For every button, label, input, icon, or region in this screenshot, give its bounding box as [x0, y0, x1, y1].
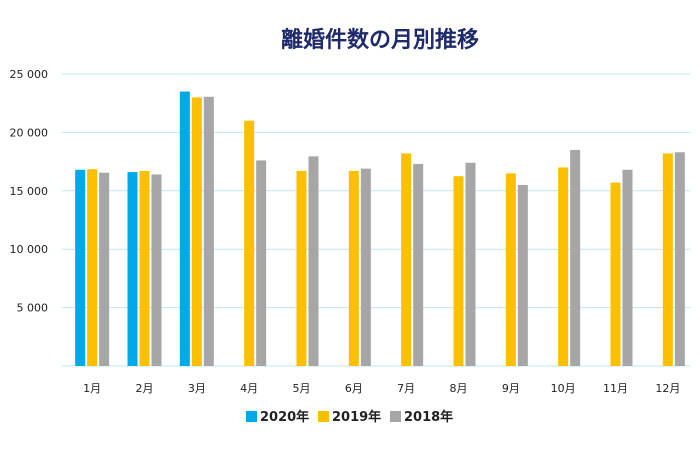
legend-swatch: [318, 411, 329, 422]
legend-label: 2018年: [404, 409, 453, 425]
bar-3-3: [203, 96, 214, 366]
legend-label: 2019年: [332, 409, 381, 425]
bar-2-9: [505, 173, 516, 366]
bar-2-1: [87, 169, 98, 366]
y-tick-label: 10 000: [10, 243, 49, 256]
y-tick-label: 20 000: [10, 126, 49, 139]
x-axis: 1月 2月 3月 4月 5月 6月 7月 8月 9月 10月 11月 12月: [83, 382, 680, 395]
x-tick-label: 11月: [603, 382, 628, 395]
bar-3-5: [308, 156, 319, 366]
bar-2-2: [139, 170, 150, 366]
chart-title: 離婚件数の月別推移: [281, 27, 479, 53]
bar-3-4: [256, 160, 267, 366]
bar-1-3: [179, 91, 190, 367]
bar-3-11: [622, 169, 633, 366]
legend-swatch: [390, 411, 401, 422]
bars: [75, 91, 685, 367]
y-tick-label: 25 000: [10, 68, 49, 81]
legend-item: 2020年: [246, 409, 309, 425]
bar-3-2: [151, 174, 162, 366]
x-tick-label: 12月: [655, 382, 680, 395]
bar-3-7: [413, 163, 424, 366]
x-tick-label: 4月: [240, 382, 258, 395]
legend: 2020年 2019年 2018年: [246, 409, 453, 425]
bar-3-10: [570, 149, 581, 366]
bar-2-5: [296, 170, 307, 366]
bar-2-8: [453, 176, 464, 366]
gridlines: [62, 73, 690, 367]
x-tick-label: 7月: [397, 382, 415, 395]
bar-2-6: [348, 170, 359, 366]
bar-2-10: [558, 167, 569, 366]
bar-2-7: [401, 153, 412, 366]
bar-1-2: [127, 172, 138, 366]
y-tick-label: 15 000: [10, 185, 49, 198]
bar-2-4: [244, 120, 255, 366]
x-tick-label: 5月: [293, 382, 311, 395]
bar-1-1: [75, 169, 86, 366]
legend-label: 2020年: [260, 409, 309, 425]
bar-3-12: [674, 152, 685, 366]
bar-2-11: [610, 182, 621, 366]
x-tick-label: 9月: [502, 382, 520, 395]
bar-2-3: [191, 97, 202, 367]
x-tick-label: 8月: [450, 382, 468, 395]
x-tick-label: 10月: [551, 382, 576, 395]
bar-2-12: [662, 153, 673, 366]
legend-swatch: [246, 411, 257, 422]
legend-item: 2019年: [318, 409, 381, 425]
y-tick-label: 5 000: [17, 302, 49, 315]
bar-3-8: [465, 162, 476, 366]
x-tick-label: 3月: [188, 382, 206, 395]
bar-3-1: [99, 172, 110, 366]
bar-3-6: [360, 168, 371, 366]
legend-item: 2018年: [390, 409, 453, 425]
x-tick-label: 6月: [345, 382, 363, 395]
x-tick-label: 1月: [83, 382, 101, 395]
y-axis: 5 000 10 000 15 000 20 000 25 000: [10, 68, 49, 315]
x-tick-label: 2月: [136, 382, 154, 395]
bar-3-9: [517, 184, 528, 366]
